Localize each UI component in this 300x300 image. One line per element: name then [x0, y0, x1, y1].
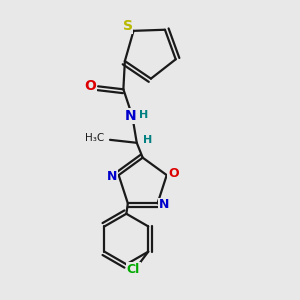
Text: O: O	[168, 167, 178, 180]
Text: N: N	[107, 170, 117, 183]
Text: H: H	[139, 110, 148, 121]
Text: H₃C: H₃C	[85, 133, 104, 143]
Text: Cl: Cl	[127, 263, 140, 276]
Text: H: H	[143, 135, 153, 145]
Text: N: N	[125, 109, 136, 123]
Text: O: O	[85, 79, 97, 93]
Text: S: S	[123, 20, 133, 33]
Text: N: N	[159, 198, 169, 212]
